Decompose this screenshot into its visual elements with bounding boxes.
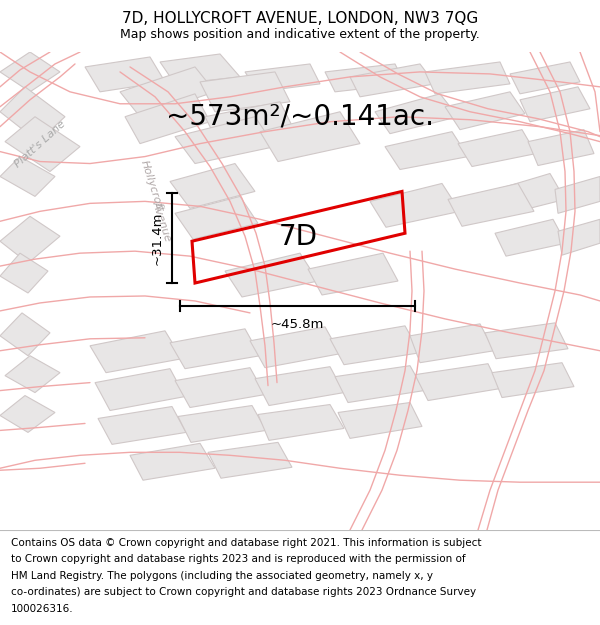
Polygon shape bbox=[510, 62, 580, 94]
Text: ~45.8m: ~45.8m bbox=[271, 318, 324, 331]
Polygon shape bbox=[485, 323, 568, 359]
Polygon shape bbox=[160, 54, 240, 84]
Polygon shape bbox=[335, 366, 424, 403]
Polygon shape bbox=[0, 216, 60, 263]
Polygon shape bbox=[245, 64, 320, 92]
Polygon shape bbox=[0, 313, 50, 356]
Text: 7D: 7D bbox=[279, 223, 318, 251]
Text: 7D, HOLLYCROFT AVENUE, LONDON, NW3 7QG: 7D, HOLLYCROFT AVENUE, LONDON, NW3 7QG bbox=[122, 11, 478, 26]
Polygon shape bbox=[175, 196, 258, 239]
Text: ~573m²/~0.141ac.: ~573m²/~0.141ac. bbox=[166, 102, 434, 131]
Polygon shape bbox=[338, 402, 422, 438]
Polygon shape bbox=[330, 326, 420, 365]
Polygon shape bbox=[125, 94, 210, 144]
Text: HM Land Registry. The polygons (including the associated geometry, namely x, y: HM Land Registry. The polygons (includin… bbox=[11, 571, 433, 581]
Polygon shape bbox=[0, 52, 60, 92]
Polygon shape bbox=[490, 174, 565, 216]
Polygon shape bbox=[85, 57, 165, 92]
Polygon shape bbox=[448, 184, 534, 226]
Text: Avenue: Avenue bbox=[151, 200, 173, 242]
Polygon shape bbox=[458, 129, 536, 166]
Polygon shape bbox=[255, 367, 344, 406]
Polygon shape bbox=[350, 64, 435, 97]
Polygon shape bbox=[250, 327, 340, 367]
Text: Hollycroft: Hollycroft bbox=[139, 159, 165, 214]
Polygon shape bbox=[385, 132, 468, 169]
Polygon shape bbox=[425, 62, 510, 94]
Polygon shape bbox=[520, 87, 590, 122]
Polygon shape bbox=[170, 329, 260, 369]
Polygon shape bbox=[130, 443, 215, 480]
Polygon shape bbox=[225, 253, 318, 297]
Polygon shape bbox=[98, 406, 186, 444]
Polygon shape bbox=[95, 369, 185, 411]
Polygon shape bbox=[410, 324, 494, 362]
Polygon shape bbox=[0, 87, 65, 142]
Polygon shape bbox=[325, 64, 405, 92]
Polygon shape bbox=[178, 406, 266, 442]
Polygon shape bbox=[528, 129, 594, 166]
Polygon shape bbox=[5, 117, 80, 171]
Polygon shape bbox=[120, 67, 215, 117]
Text: to Crown copyright and database rights 2023 and is reproduced with the permissio: to Crown copyright and database rights 2… bbox=[11, 554, 466, 564]
Text: Contains OS data © Crown copyright and database right 2021. This information is : Contains OS data © Crown copyright and d… bbox=[11, 538, 481, 548]
Text: co-ordinates) are subject to Crown copyright and database rights 2023 Ordnance S: co-ordinates) are subject to Crown copyr… bbox=[11, 588, 476, 598]
Polygon shape bbox=[415, 364, 500, 401]
Polygon shape bbox=[208, 442, 292, 478]
Polygon shape bbox=[555, 176, 600, 213]
Polygon shape bbox=[170, 164, 255, 208]
Polygon shape bbox=[0, 253, 48, 293]
Polygon shape bbox=[308, 253, 398, 295]
Polygon shape bbox=[258, 404, 344, 441]
Polygon shape bbox=[495, 219, 566, 256]
Polygon shape bbox=[5, 356, 60, 392]
Polygon shape bbox=[260, 112, 360, 161]
Polygon shape bbox=[90, 331, 182, 372]
Polygon shape bbox=[0, 396, 55, 432]
Polygon shape bbox=[0, 156, 55, 196]
Polygon shape bbox=[558, 219, 600, 255]
Polygon shape bbox=[370, 184, 460, 228]
Polygon shape bbox=[205, 102, 295, 147]
Text: Platt's Lane: Platt's Lane bbox=[13, 118, 67, 169]
Text: ~31.4m: ~31.4m bbox=[151, 211, 164, 265]
Polygon shape bbox=[175, 117, 275, 164]
Polygon shape bbox=[492, 362, 574, 398]
Text: 100026316.: 100026316. bbox=[11, 604, 73, 614]
Polygon shape bbox=[445, 92, 525, 129]
Polygon shape bbox=[375, 94, 458, 134]
Polygon shape bbox=[175, 368, 265, 408]
Text: Map shows position and indicative extent of the property.: Map shows position and indicative extent… bbox=[120, 28, 480, 41]
Polygon shape bbox=[200, 72, 290, 112]
